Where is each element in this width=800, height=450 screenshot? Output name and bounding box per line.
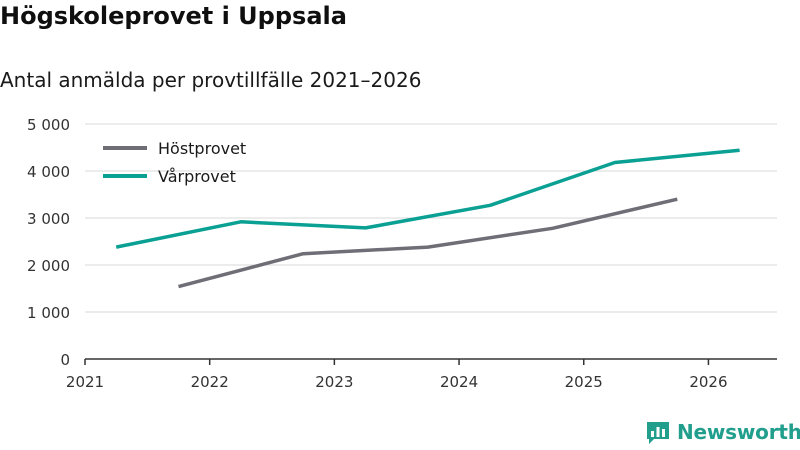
x-tick-label: 2021 [66,373,104,391]
x-tick-label: 2025 [565,373,603,391]
series-varprovet [115,148,740,249]
y-tick-label: 0 [60,351,70,369]
series-line-varprovet [115,148,740,249]
y-tick-label: 5 000 [27,116,70,134]
newsworthy-brand: Newsworthy [645,418,800,446]
x-tick-label: 2026 [689,373,727,391]
y-tick-label: 2 000 [27,257,70,275]
chart-subtitle: Antal anmälda per provtillfälle 2021–202… [0,68,422,92]
x-tick-label: 2024 [440,373,478,391]
newsworthy-bar-chart-logo-icon [647,422,669,444]
legend-label: Höstprovet [158,139,246,158]
y-tick-label: 4 000 [27,163,70,181]
series-line-hostprovet [178,197,678,289]
x-tick-label: 2023 [315,373,353,391]
series-hostprovet [178,197,678,289]
chart-title: Högskoleprovet i Uppsala [0,2,347,30]
x-tick-label: 2022 [191,373,229,391]
y-tick-label: 1 000 [27,304,70,322]
y-tick-label: 3 000 [27,210,70,228]
brand-name: Newsworthy [677,420,800,444]
legend-label: Vårprovet [158,167,236,186]
